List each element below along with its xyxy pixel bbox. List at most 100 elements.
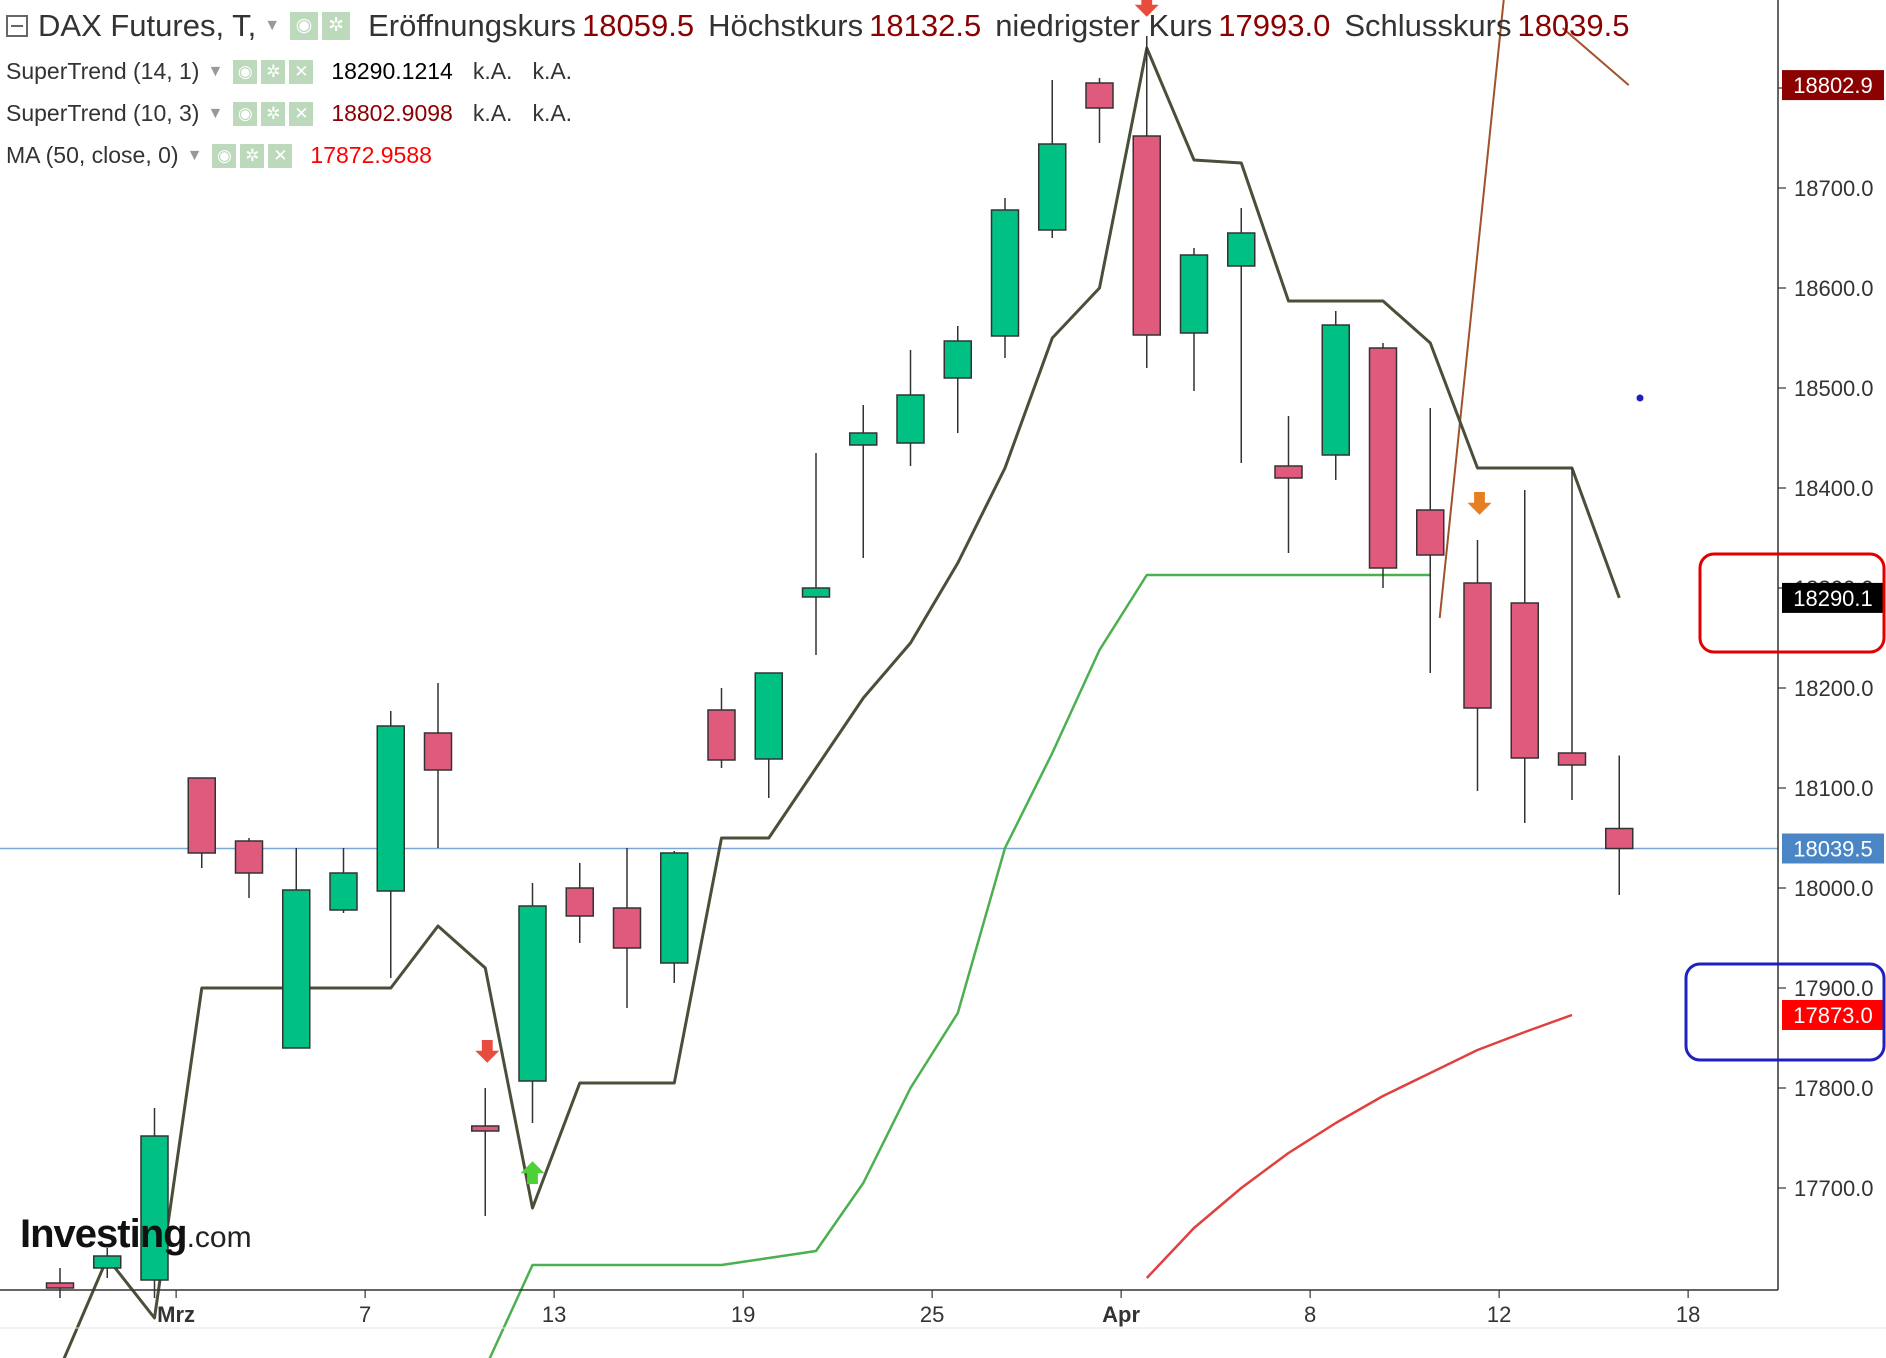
candle-up bbox=[329, 848, 358, 913]
sell-signal-arrow bbox=[1134, 0, 1159, 17]
close-price-label: 18039.5 bbox=[1793, 837, 1873, 862]
candle-body bbox=[1321, 324, 1350, 456]
high-label: Höchstkurs bbox=[708, 8, 864, 43]
close-value: 18039.5 bbox=[1517, 8, 1630, 43]
close-label: Schlusskurs bbox=[1344, 8, 1512, 43]
candle-body bbox=[1132, 135, 1161, 336]
chevron-down-icon[interactable]: ▼ bbox=[207, 104, 224, 122]
signals bbox=[475, 0, 1644, 1184]
candle-body bbox=[471, 1125, 500, 1132]
candle-body bbox=[1179, 254, 1209, 334]
supertrend-10-3-resistance-line bbox=[1438, 0, 1505, 619]
candle-up bbox=[990, 198, 1020, 358]
candle-up bbox=[1227, 208, 1256, 463]
eye-icon[interactable]: ◉ bbox=[290, 12, 319, 40]
symbol-title: DAX Futures, T, bbox=[38, 8, 257, 43]
candle-down bbox=[187, 777, 216, 868]
candle-body bbox=[423, 732, 453, 771]
low-value: 17993.0 bbox=[1218, 8, 1331, 43]
candle-body bbox=[707, 709, 736, 761]
candle-body bbox=[660, 852, 689, 964]
candle-down bbox=[1605, 755, 1634, 895]
gear-icon[interactable]: ✲ bbox=[240, 143, 265, 168]
candle-up bbox=[1179, 248, 1209, 391]
candle-down bbox=[1510, 490, 1539, 823]
marker-dot bbox=[1636, 394, 1644, 402]
candle-body bbox=[565, 887, 594, 917]
chevron-down-icon[interactable]: ▼ bbox=[186, 146, 203, 164]
gear-icon[interactable]: ✲ bbox=[261, 101, 286, 126]
candle-body bbox=[187, 777, 216, 854]
y-tick-label: 18700.0 bbox=[1794, 176, 1874, 201]
candle-up bbox=[943, 326, 972, 433]
indicator-lines bbox=[62, 0, 1630, 1358]
high-value: 18132.5 bbox=[869, 8, 982, 43]
indicator-controls: ◉ ✲ ✕ bbox=[233, 59, 317, 84]
indicator-value: 18290.1214 bbox=[331, 58, 453, 84]
x-tick-label: Apr bbox=[1102, 1302, 1140, 1327]
indicator-extra: k.A. bbox=[532, 58, 573, 84]
indicator-extra: k.A. bbox=[532, 100, 573, 126]
x-tick-label: 25 bbox=[920, 1302, 944, 1327]
candle-body bbox=[1510, 602, 1539, 759]
candle-body bbox=[518, 905, 547, 1082]
candle-down bbox=[234, 838, 264, 898]
eye-icon[interactable]: ◉ bbox=[233, 59, 258, 84]
close-icon[interactable]: ✕ bbox=[268, 143, 293, 168]
candle-up bbox=[376, 711, 405, 978]
chevron-down-icon[interactable]: ▼ bbox=[264, 17, 281, 34]
indicator-value: 18802.9098 bbox=[331, 100, 453, 126]
close-icon[interactable]: ✕ bbox=[289, 59, 314, 84]
candles bbox=[45, 36, 1634, 1298]
collapse-icon[interactable] bbox=[6, 15, 28, 37]
candle-body bbox=[282, 889, 311, 1049]
highlight-box-red bbox=[1698, 552, 1886, 654]
candle-up bbox=[93, 1248, 122, 1278]
x-tick-label: 8 bbox=[1304, 1302, 1316, 1327]
candle-body bbox=[896, 394, 925, 444]
eye-icon[interactable]: ◉ bbox=[233, 101, 258, 126]
candle-body bbox=[1368, 347, 1398, 569]
sell-signal-arrow bbox=[475, 1040, 500, 1063]
y-tick-label: 18000.0 bbox=[1794, 876, 1874, 901]
gear-icon[interactable]: ✲ bbox=[322, 12, 351, 40]
ma-50-line bbox=[1145, 1013, 1573, 1279]
candle-down bbox=[1416, 408, 1445, 673]
y-tick-label: 17800.0 bbox=[1794, 1076, 1874, 1101]
candle-body bbox=[801, 587, 831, 598]
candle-up bbox=[282, 848, 311, 1049]
highlight-box-blue bbox=[1684, 962, 1886, 1062]
candle-body bbox=[754, 672, 783, 760]
indicator-name: MA (50, close, 0) bbox=[6, 142, 179, 168]
supertrend-14-1-line bbox=[62, 46, 1621, 1358]
candle-down bbox=[1557, 468, 1587, 800]
close-icon[interactable]: ✕ bbox=[289, 101, 314, 126]
candle-down bbox=[1463, 540, 1492, 791]
candle-body bbox=[93, 1255, 122, 1269]
candle-body bbox=[45, 1282, 75, 1289]
candle-down bbox=[707, 688, 736, 768]
ma-price-label: 17873.0 bbox=[1793, 1003, 1873, 1028]
candle-down bbox=[1085, 78, 1114, 143]
candle-down bbox=[1368, 343, 1398, 588]
indicator-controls: ◉ ✲ ✕ bbox=[212, 143, 296, 168]
indicator-name: SuperTrend (10, 3) bbox=[6, 100, 200, 126]
x-tick-label: 12 bbox=[1487, 1302, 1511, 1327]
eye-icon[interactable]: ◉ bbox=[212, 143, 237, 168]
chevron-down-icon[interactable]: ▼ bbox=[207, 62, 224, 80]
candle-body bbox=[943, 340, 972, 379]
resistance-price-label-bg bbox=[1782, 70, 1884, 101]
supertrend-price-label-bg bbox=[1782, 582, 1884, 613]
x-tick-label: 18 bbox=[1676, 1302, 1700, 1327]
candle-body bbox=[1274, 465, 1303, 479]
candle-down bbox=[471, 1088, 500, 1216]
candle-down bbox=[1274, 416, 1303, 553]
indicator-row-supertrend-14-1: SuperTrend (14, 1) ▼ ◉ ✲ ✕ 18290.1214 k.A.… bbox=[6, 58, 572, 85]
candle-body bbox=[1463, 582, 1492, 709]
candle-body bbox=[1605, 827, 1634, 850]
gear-icon[interactable]: ✲ bbox=[261, 59, 286, 84]
open-value: 18059.5 bbox=[582, 8, 695, 43]
ma-price-label-bg bbox=[1782, 1000, 1884, 1030]
y-tick-label: 18200.0 bbox=[1794, 676, 1874, 701]
